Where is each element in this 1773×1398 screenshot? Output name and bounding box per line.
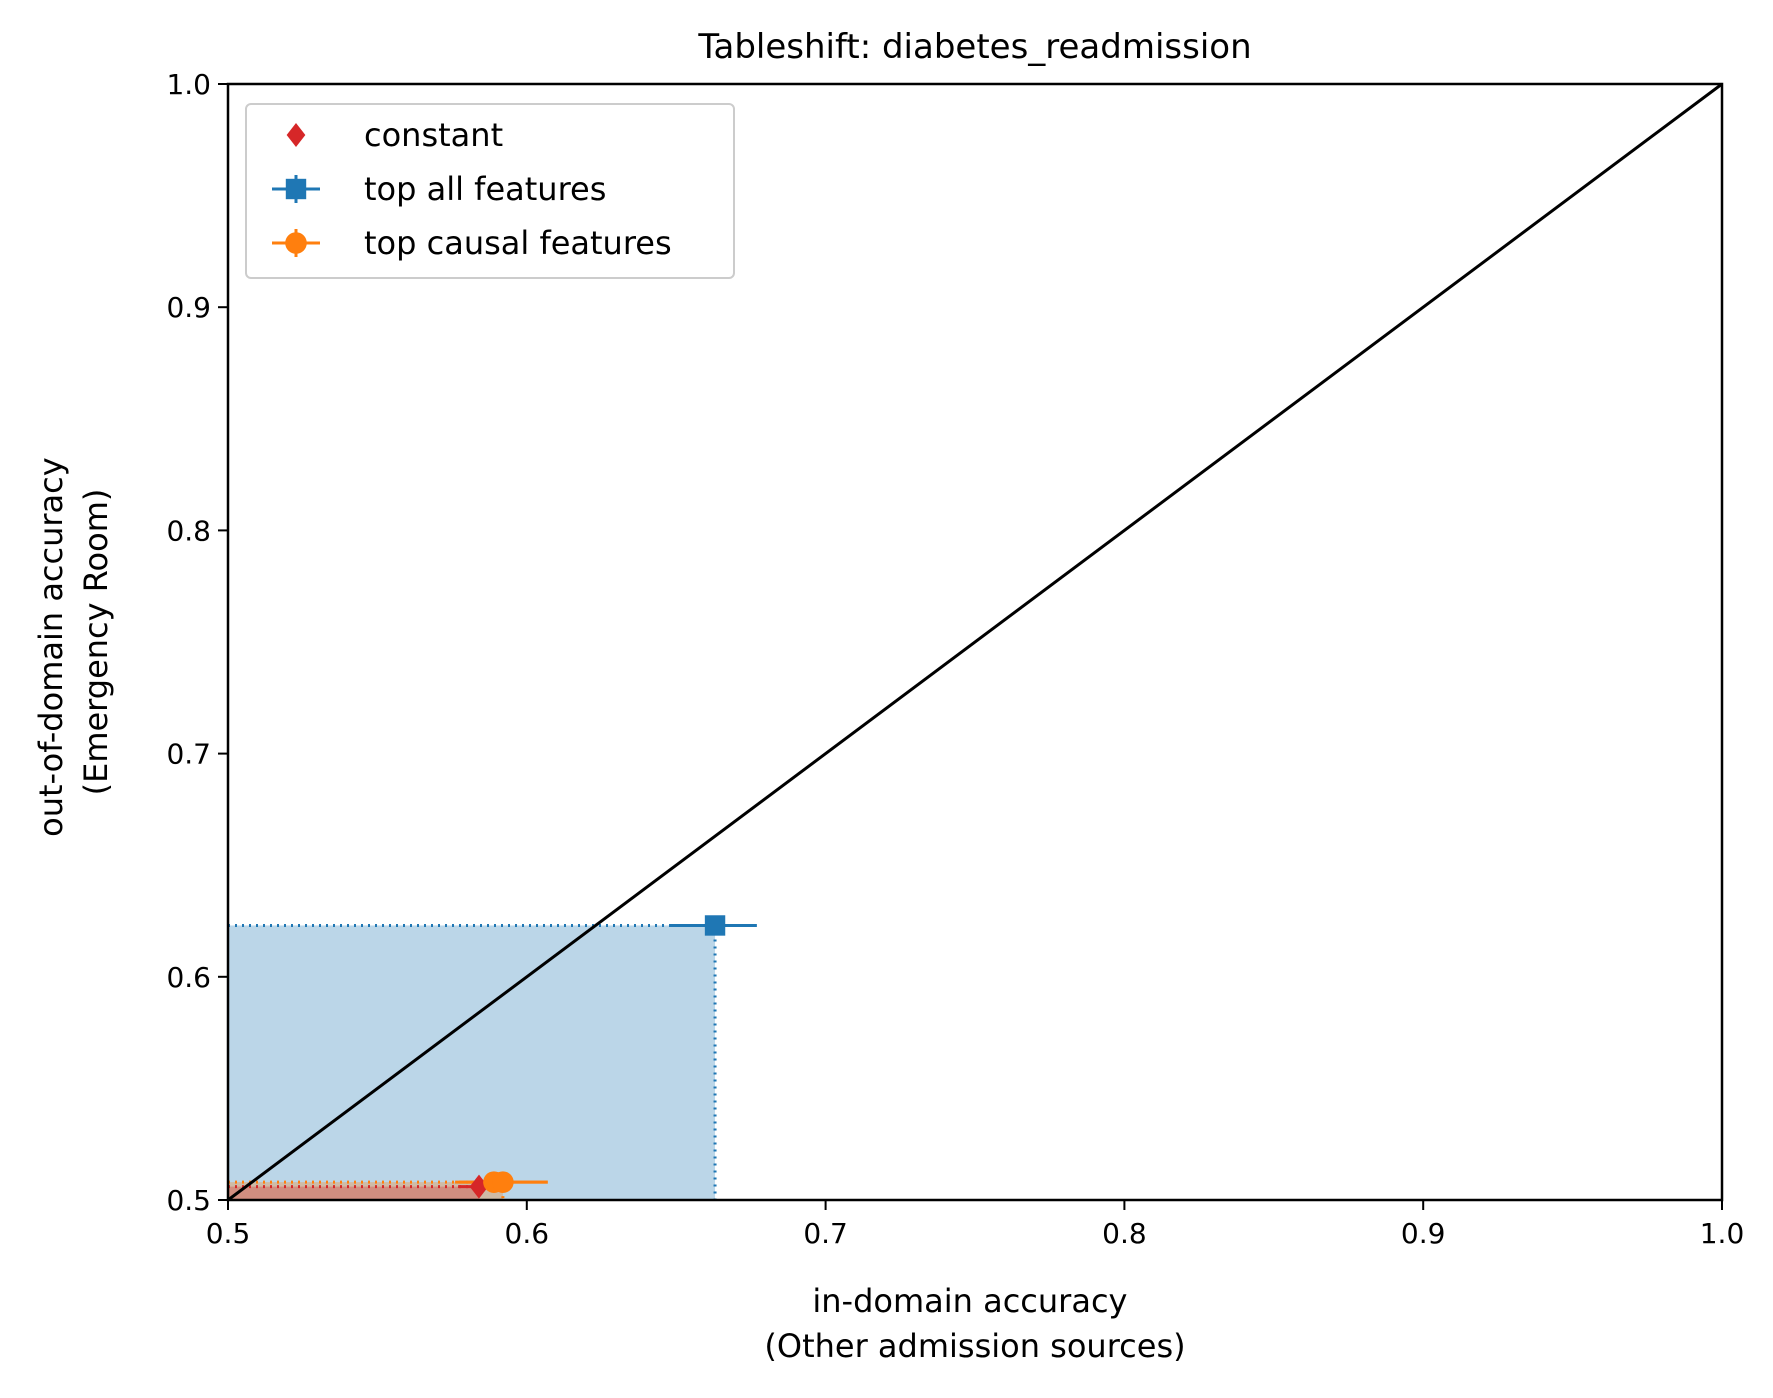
shaded-regions	[228, 925, 716, 1200]
x-axis-label: in-domain accuracy (Other admission sour…	[764, 1282, 1185, 1365]
region-top-causal-features	[228, 1182, 503, 1200]
x-tick-label: 0.8	[1102, 1217, 1147, 1250]
legend-marker	[285, 178, 307, 200]
diagonal-reference-line	[227, 82, 1723, 1202]
legend-marker	[286, 123, 306, 147]
legend-label: top all features	[364, 170, 606, 208]
x-tick-label: 0.9	[1401, 1217, 1446, 1250]
legend-label: constant	[364, 116, 503, 154]
marker-top-causal-features	[492, 1171, 514, 1193]
plot-frame	[226, 82, 1724, 1202]
y-axis-label-line-1: out-of-domain accuracy	[32, 457, 70, 837]
legend: constant top all features top causal featu…	[245, 103, 735, 279]
marker-top-all-features	[704, 915, 726, 936]
y-tick-label: 0.6	[166, 961, 211, 994]
x-tick-label: 1.0	[1700, 1217, 1745, 1250]
y-tick-label: 0.5	[166, 1184, 211, 1217]
x-tick-label: 0.7	[803, 1217, 848, 1250]
y-axis-ticks: 0.5 0.6 0.7 0.8 0.9 1.0	[166, 68, 228, 1217]
data-markers	[469, 915, 726, 1199]
y-tick-label: 1.0	[166, 68, 211, 101]
legend-box	[245, 103, 735, 279]
legend-label: top causal features	[364, 224, 672, 262]
x-axis-label-line-2: (Other admission sources)	[764, 1327, 1185, 1365]
y-tick-label: 0.8	[166, 514, 211, 547]
y-axis-label: out-of-domain accuracy (Emergency Room)	[32, 447, 115, 837]
x-tick-label: 0.5	[206, 1217, 251, 1250]
chart-title: Tableshift: diabetes_readmission	[697, 27, 1251, 67]
region-constant	[228, 1186, 479, 1200]
y-tick-label: 0.7	[166, 738, 211, 771]
legend-marker	[285, 232, 307, 254]
x-tick-label: 0.6	[505, 1217, 550, 1250]
x-axis-label-line-1: in-domain accuracy	[812, 1282, 1127, 1320]
y-tick-label: 0.9	[166, 291, 211, 324]
y-axis-label-line-2: (Emergency Room)	[77, 489, 115, 796]
x-axis-ticks: 0.5 0.6 0.7 0.8 0.9 1.0	[206, 1200, 1745, 1250]
region-top-all-features	[228, 925, 716, 1200]
